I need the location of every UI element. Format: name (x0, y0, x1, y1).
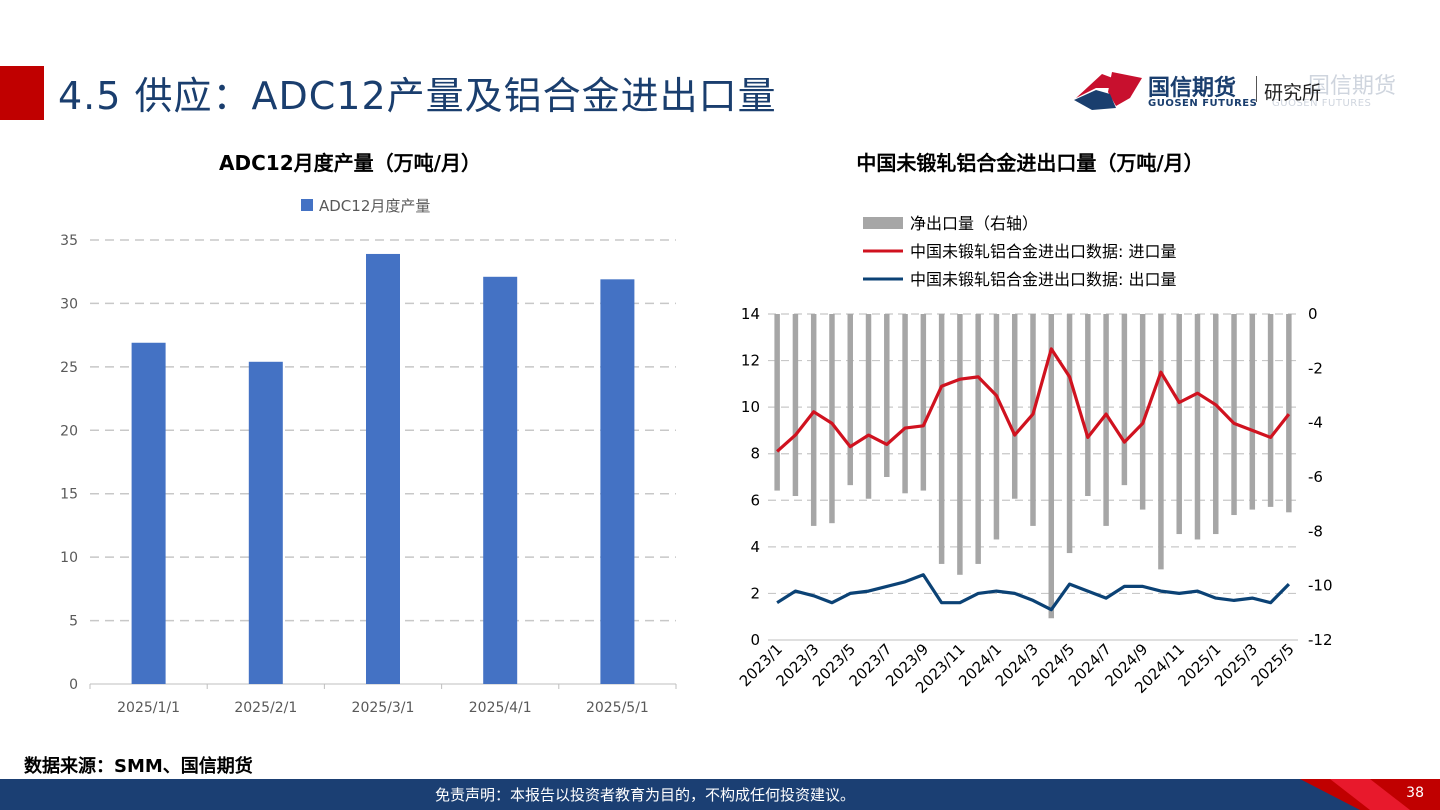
net-export-bar-2024/7 (1103, 314, 1109, 526)
logo-text-cn: 国信期货 (1148, 76, 1237, 101)
page-number: 38 (1406, 785, 1424, 801)
legend-label: ADC12月度产量 (319, 197, 430, 215)
y-left-tick-label: 2 (750, 584, 760, 602)
net-export-bar-2023/5 (847, 314, 853, 486)
y-left-tick-label: 0 (750, 631, 760, 649)
title-accent-bar (0, 66, 44, 120)
net-export-bar-2023/3 (810, 314, 817, 526)
alloy-import-export-chart: 净出口量（右轴） 中国未锻轧铝合金进出口数据: 进口量中国未锻轧铝合金进出口数据:… (736, 214, 1333, 697)
net-export-bar-2024/12 (1194, 314, 1201, 540)
bar-2025/4/1 (483, 276, 518, 684)
net-export-bar-2024/6 (1085, 314, 1091, 497)
y-right-tick-label: 0 (1308, 305, 1318, 323)
net-export-bar-2023/11 (957, 314, 963, 575)
legend-label: 净出口量（右轴） (910, 214, 1038, 233)
import-line (776, 347, 1291, 453)
net-export-bar-2025/1 (1213, 314, 1219, 535)
y-right-tick-label: -8 (1308, 522, 1323, 540)
y-left-tick-label: 12 (741, 352, 760, 370)
brand-logo: 国信期货 GUOSEN FUTURES 国信期货 GUOSEN FUTURES … (1072, 66, 1396, 118)
logo-text-en: GUOSEN FUTURES (1148, 98, 1258, 109)
net-export-bar-2025/4 (1267, 314, 1274, 507)
y-right-tick-label: -2 (1308, 359, 1323, 377)
net-export-bar-2024/11 (1176, 314, 1182, 535)
x-tick-label: 2025/2/1 (234, 700, 297, 716)
legend-swatch (301, 199, 313, 211)
y-right-tick-label: -4 (1308, 414, 1323, 432)
y-left-tick-label: 4 (750, 538, 760, 556)
right-chart-title: 中国未锻轧铝合金进出口量（万吨/月） (856, 151, 1204, 175)
x-tick-label: 2025/5/1 (586, 700, 649, 716)
logo-divider (1256, 76, 1257, 102)
x-tick-label: 2025/4/1 (469, 700, 532, 716)
net-export-bar-2023/9 (920, 314, 927, 491)
y-left-tick-label: 8 (750, 445, 760, 463)
net-export-bar-2025/5 (1286, 314, 1292, 513)
net-export-bar-2024/3 (1030, 314, 1036, 526)
legend-swatch (863, 217, 903, 229)
footer-accent-shape (1300, 779, 1440, 810)
net-export-bar-2023/12 (975, 314, 981, 564)
adc12-bar-chart: ADC12月度产量 0 5 10 15 20 25 30 35 2025/1/1 2025/2/1 2… (60, 197, 677, 716)
net-export-bar-2024/4 (1048, 314, 1055, 619)
y-tick-label: 20 (60, 423, 78, 439)
net-export-bar-2024/2 (1011, 314, 1018, 499)
y-right-tick-label: -6 (1308, 468, 1323, 486)
net-export-bar-2024/9 (1139, 314, 1146, 510)
bar-2025/5/1 (600, 279, 635, 684)
legend-label: 中国未锻轧铝合金进出口数据: 进口量 (910, 242, 1176, 261)
bar-2025/1/1 (131, 342, 166, 684)
logo-emblem-icon (1074, 72, 1142, 110)
net-export-bar-2023/4 (829, 314, 835, 524)
export-line (776, 573, 1291, 612)
y-tick-label: 5 (69, 614, 78, 630)
y-right-tick-label: -10 (1308, 577, 1333, 595)
net-export-bar-2024/10 (1158, 314, 1164, 570)
net-export-bar-2024/1 (993, 314, 1000, 540)
y-tick-label: 15 (60, 487, 78, 503)
legend-label: 中国未锻轧铝合金进出口数据: 出口量 (910, 270, 1176, 289)
y-tick-label: 0 (69, 677, 78, 693)
net-export-bar-2023/6 (865, 314, 872, 499)
net-export-bar-2024/5 (1066, 314, 1073, 554)
logo-dept: 研究所 (1264, 82, 1322, 104)
page-title: 4.5 供应：ADC12产量及铝合金进出口量 (58, 74, 777, 118)
net-export-bar-2025/3 (1249, 314, 1256, 510)
y-tick-label: 35 (60, 233, 78, 249)
y-right-tick-label: -12 (1308, 631, 1333, 649)
data-source: 数据来源：SMM、国信期货 (24, 756, 253, 777)
disclaimer: 免责声明：本报告以投资者教育为目的，不构成任何投资建议。 (434, 786, 855, 804)
net-export-bar-2023/1 (774, 314, 780, 491)
net-export-bar-2023/7 (884, 314, 890, 477)
y-tick-label: 30 (60, 296, 78, 312)
x-tick-label: 2025/1/1 (117, 700, 180, 716)
y-left-tick-label: 14 (741, 305, 760, 323)
y-left-tick-label: 10 (741, 398, 760, 416)
net-export-bar-2024/8 (1121, 314, 1128, 486)
net-export-bar-2023/8 (902, 314, 908, 494)
logo-watermark-text: 国信期货 (1308, 74, 1397, 99)
net-export-bar-2023/2 (792, 314, 799, 497)
y-left-tick-label: 6 (750, 491, 760, 509)
bar-2025/2/1 (248, 361, 283, 684)
y-tick-label: 10 (60, 550, 78, 566)
net-export-bar-2025/2 (1231, 314, 1237, 516)
bar-2025/3/1 (366, 253, 400, 684)
y-tick-label: 25 (60, 360, 78, 376)
logo-watermark-text-en: GUOSEN FUTURES (1272, 98, 1372, 109)
left-chart-title: ADC12月度产量（万吨/月） (219, 151, 481, 175)
x-tick-label: 2025/3/1 (352, 700, 415, 716)
net-export-bar-2023/10 (938, 314, 945, 564)
footer-bar: 免责声明：本报告以投资者教育为目的，不构成任何投资建议。 38 (0, 779, 1440, 810)
